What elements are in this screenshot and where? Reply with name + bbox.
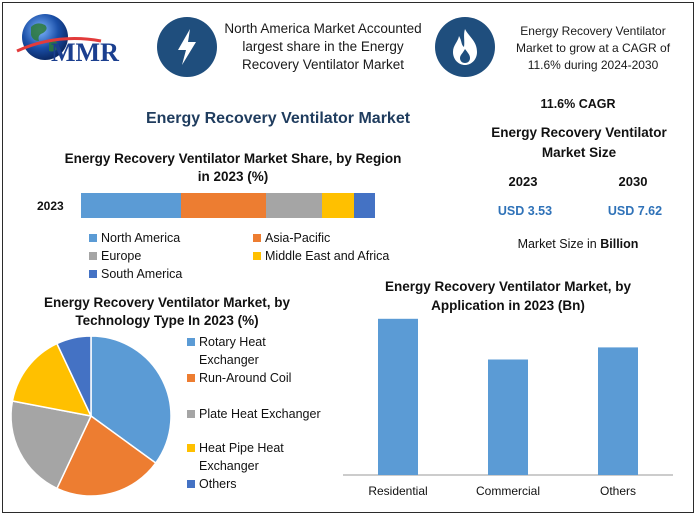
region-bar-segment-south-america [354,193,375,218]
legend-swatch [253,234,261,242]
legend-swatch [89,234,97,242]
header-band: MMR North America Market Accounted large… [3,3,692,88]
technology-legend-item-others: Others [187,475,299,493]
legend-label: Heat Pipe Heat Exchanger [199,441,284,473]
region-chart-title: Energy Recovery Ventilator Market Share,… [64,151,402,184]
region-legend-item-south-america: South America [89,267,182,281]
region-bar-segment-asia-pacific [180,193,267,218]
highlight-north-america: North America Market Accounted largest s… [224,21,422,72]
lightning-bolt-icon [157,17,217,77]
technology-pie-chart [10,335,172,497]
year-2023-label: 2023 [508,174,538,189]
main-title: Energy Recovery Ventilator Market [145,110,411,127]
application-tick-label-commercial: Commercial [476,484,540,498]
region-legend-item-europe: Europe [89,249,141,263]
application-tick-label-others: Others [600,484,636,498]
legend-swatch [187,374,195,382]
application-bar-residential [378,318,418,475]
region-bar-year-label: 2023 [37,199,64,213]
region-bar-segment-europe [266,193,323,218]
legend-swatch [187,480,195,488]
legend-label: South America [101,267,183,281]
region-legend-item-north-america: North America [89,231,180,245]
region-bar-segment-north-america [81,193,181,218]
technology-legend-item-heat-pipe-heat-exchanger: Heat Pipe Heat Exchanger [187,439,299,475]
unit-note: Market Size in Billion [493,237,663,251]
region-stacked-bar [81,193,375,218]
market-size-title: Energy Recovery Ventilator Market Size [491,125,667,160]
application-chart-title: Energy Recovery Ventilator Market, by Ap… [384,279,632,313]
application-tick-label-residential: Residential [368,484,427,498]
legend-swatch [187,338,195,346]
technology-legend-item-run-around-coil: Run-Around Coil [187,369,299,387]
highlight-cagr: Energy Recovery Ventilator Market to gro… [515,24,671,72]
unit-bold: Billion [600,237,639,251]
legend-swatch [89,270,97,278]
pie-slice-rotary-heat-exchanger [90,335,172,465]
legend-label: Plate Heat Exchanger [199,407,321,421]
application-bar-others [598,347,638,475]
legend-swatch [187,410,195,418]
legend-label: Others [199,477,237,491]
mmr-logo: MMR [16,14,119,67]
legend-label: Europe [101,249,142,263]
legend-swatch [253,252,261,260]
value-2023: USD 3.53 [497,204,553,218]
pie-slice-heat-pipe-heat-exchanger [11,342,93,418]
region-bar-segment-middle-east-and-africa [322,193,355,218]
value-2030: USD 7.62 [607,204,663,218]
unit-prefix: Market Size in [517,237,601,251]
application-bar-commercial [488,359,528,475]
region-legend-item-middle-east-and-africa: Middle East and Africa [253,249,389,263]
cagr-label: 11.6% CAGR [540,97,616,111]
technology-legend-item-plate-heat-exchanger: Plate Heat Exchanger [187,405,347,423]
logo-text: MMR [51,38,119,67]
legend-label: Rotary Heat Exchanger [199,335,266,367]
legend-swatch [187,444,195,452]
region-legend-item-asia-pacific: Asia-Pacific [253,231,330,245]
legend-label: Asia-Pacific [265,231,331,245]
technology-legend-item-rotary-heat-exchanger: Rotary Heat Exchanger [187,333,299,369]
legend-label: North America [101,231,181,245]
pie-slice-others [55,335,92,417]
technology-chart-title: Energy Recovery Ventilator Market, by Te… [43,295,291,328]
pie-slice-plate-heat-exchanger [10,400,93,490]
flame-icon [435,17,495,77]
legend-label: Middle East and Africa [265,249,390,263]
legend-swatch [89,252,97,260]
legend-label: Run-Around Coil [199,371,292,385]
year-2030-label: 2030 [618,174,648,189]
